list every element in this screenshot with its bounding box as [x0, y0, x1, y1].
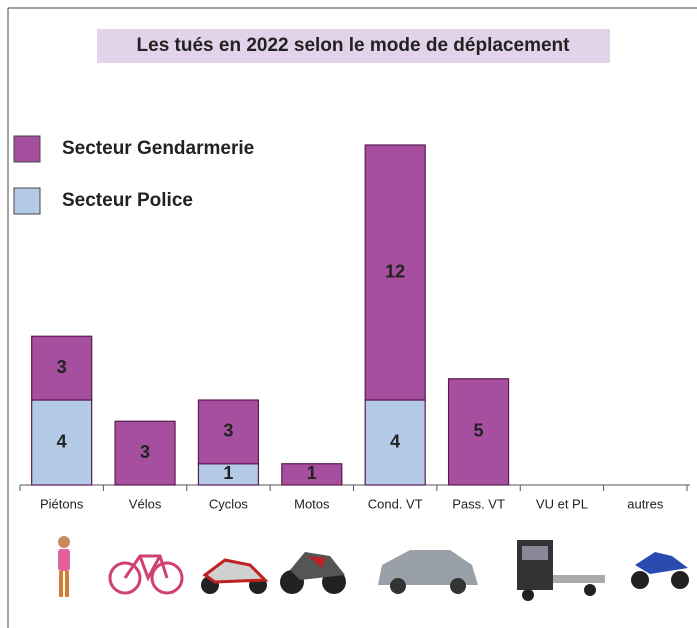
bar-segment — [281, 463, 343, 486]
x-tick-label: Pass. VT — [452, 496, 505, 511]
legend-label: Secteur Police — [62, 190, 193, 211]
bar-label: 4 — [57, 431, 67, 451]
x-tick-label: Cond. VT — [368, 496, 423, 511]
bar-segment — [114, 420, 176, 486]
x-tick-label: Cyclos — [209, 496, 249, 511]
legend-swatch — [13, 187, 41, 215]
bar-segment — [364, 144, 426, 401]
icon-moto — [280, 552, 346, 594]
icon-pedestrian — [58, 536, 70, 597]
bar-label: 1 — [307, 463, 317, 483]
legend-swatch — [13, 135, 41, 163]
icon-quad — [631, 552, 689, 589]
bar-segment — [364, 399, 426, 486]
x-tick-label: Vélos — [129, 496, 162, 511]
x-tick-label: VU et PL — [536, 496, 588, 511]
icon-bike — [108, 554, 184, 595]
chart-title: Les tués en 2022 selon le mode de déplac… — [137, 35, 571, 56]
icon-car — [378, 550, 478, 594]
bar-segment — [447, 378, 510, 486]
bar-label: 12 — [385, 261, 405, 281]
x-tick-label: Piétons — [40, 496, 84, 511]
bar-label: 3 — [223, 421, 233, 441]
bar-label: 3 — [140, 442, 150, 462]
bar-segment — [31, 335, 93, 401]
x-tick-label: autres — [627, 496, 664, 511]
bar-label: 4 — [390, 431, 400, 451]
icon-scooter — [201, 558, 269, 594]
bar-segment — [197, 399, 260, 465]
x-tick-label: Motos — [294, 496, 330, 511]
icons — [58, 536, 689, 601]
legend-label: Secteur Gendarmerie — [62, 138, 254, 159]
bar-label: 1 — [223, 463, 233, 483]
bar-segment — [31, 399, 93, 486]
bar-label: 3 — [57, 357, 67, 377]
icon-truck — [517, 540, 605, 601]
title-box — [97, 29, 610, 63]
bar-label: 5 — [474, 421, 484, 441]
